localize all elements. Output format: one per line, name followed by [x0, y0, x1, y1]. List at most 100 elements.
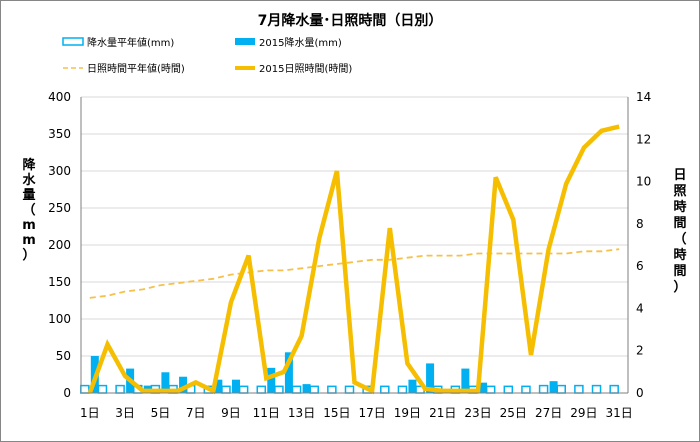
legend-swatch-precip-2015: [235, 38, 255, 45]
left-tick-label: 150: [48, 275, 71, 289]
bar-precip-2015: [549, 381, 558, 393]
right-axis-title-char: 間: [673, 216, 686, 231]
legend-label-sun-normal: 日照時間平年値(時間): [87, 62, 185, 75]
bar-precip-normal: [221, 385, 231, 394]
x-axis-ticks: 1日 3日 5日 7日 9日 11日 13日 15日 17日 19日 21日 23日 25日 27日 29日…: [80, 406, 633, 420]
left-tick-label: 200: [48, 238, 71, 252]
bar-precip-normal: [380, 385, 390, 394]
bar-precip-normal: [591, 384, 602, 394]
x-tick-label: 11日: [253, 406, 280, 420]
right-tick-label: 10: [636, 175, 651, 189]
bar-precip-normal: [115, 384, 125, 394]
left-tick-label: 50: [56, 349, 71, 363]
axes: [80, 97, 629, 394]
right-axis-title: 日照時間（時間）: [673, 168, 686, 295]
bar-precip-normal: [80, 384, 90, 394]
x-tick-label: 5日: [151, 406, 171, 420]
bar-precip-2015: [267, 367, 276, 393]
bar-precip-2015: [161, 372, 170, 393]
right-axis-title-char: 間: [673, 264, 686, 279]
line-sunshine-2015: [87, 124, 620, 395]
left-tick-label: 100: [48, 312, 71, 326]
bar-precip-normal: [327, 385, 337, 394]
bar-precip-2015: [214, 379, 223, 393]
right-tick-label: 2: [636, 344, 644, 358]
x-tick-label: 1日: [80, 406, 100, 420]
left-axis-title-char: 量: [22, 188, 35, 203]
bar-precip-2015: [231, 379, 240, 393]
x-tick-label: 19日: [394, 406, 421, 420]
right-tick-label: 12: [636, 132, 651, 146]
right-tick-label: 14: [636, 90, 651, 104]
bar-precip-normal: [521, 385, 531, 394]
right-axis-title-char: ）: [673, 279, 686, 295]
right-axis-title-char: 時: [673, 199, 686, 215]
bar-precip-normal: [574, 384, 584, 394]
legend: 降水量平年値(mm) 2015降水量(mm) 日照時間平年値(時間) 2015日…: [62, 36, 352, 75]
x-tick-label: 13日: [288, 406, 315, 420]
bar-precip-normal: [97, 384, 108, 394]
gridlines: [81, 96, 628, 357]
bar-precip-normal: [344, 385, 355, 394]
left-axis-title-char: 水: [22, 172, 36, 188]
right-axis-title-char: 照: [673, 184, 686, 199]
legend-label-precip-normal: 降水量平年値(mm): [87, 36, 174, 49]
line-sunshine-normal: [89, 248, 620, 299]
x-tick-label: 9日: [221, 406, 241, 420]
left-axis-title-char: 降: [22, 157, 36, 173]
x-tick-label: 17日: [359, 406, 386, 420]
bar-precip-normal: [538, 384, 549, 394]
left-tick-label: 250: [48, 201, 71, 215]
bar-precip-normal: [397, 385, 408, 394]
right-axis-title-char: （: [673, 231, 686, 247]
sunshine-lines: [87, 124, 620, 395]
bar-precip-normal: [309, 385, 319, 394]
left-axis-title-char: （: [22, 202, 35, 218]
x-tick-label: 21日: [429, 406, 456, 420]
bar-precip-normal: [503, 385, 514, 394]
bar-precip-normal: [238, 385, 249, 394]
left-axis-ticks: 0 50 100 150 200 250 300 350 400: [48, 90, 71, 400]
left-axis-title-char: m: [22, 233, 36, 248]
x-tick-label: 27日: [535, 406, 562, 420]
x-tick-label: 31日: [606, 406, 633, 420]
bar-precip-2015: [284, 352, 293, 393]
right-axis-title-char: 日: [673, 168, 686, 183]
bar-precip-normal: [609, 384, 619, 394]
right-tick-label: 6: [636, 259, 644, 273]
chart-title: 7月降水量･日照時間（日別）: [258, 12, 443, 29]
x-tick-label: 25日: [500, 406, 527, 420]
bar-precip-2015: [426, 363, 435, 393]
x-tick-label: 23日: [464, 406, 491, 420]
bar-precip-normal: [256, 385, 267, 394]
bar-precip-2015: [302, 384, 311, 393]
legend-swatch-precip-normal: [62, 37, 84, 46]
legend-label-precip-2015: 2015降水量(mm): [259, 36, 342, 49]
right-axis-title-char: 時: [673, 247, 686, 263]
bar-precip-2015: [479, 382, 488, 393]
left-tick-label: 350: [48, 127, 71, 141]
bar-precip-normal: [485, 385, 496, 394]
x-tick-label: 15日: [323, 406, 350, 420]
bar-precip-normal: [274, 385, 284, 394]
right-axis-ticks: 0 2 4 6 8 10 12 14: [636, 90, 651, 400]
x-tick-label: 7日: [186, 406, 206, 420]
bar-precip-normal: [291, 385, 302, 394]
bar-precip-2015: [408, 379, 417, 393]
left-tick-label: 400: [48, 90, 71, 104]
bar-precip-normal: [556, 384, 566, 394]
bar-precip-2015: [461, 368, 470, 393]
right-tick-label: 8: [636, 217, 644, 231]
right-tick-label: 4: [636, 301, 644, 315]
left-axis-title-char: ）: [22, 247, 35, 263]
left-tick-label: 300: [48, 164, 71, 178]
bar-precip-2015: [179, 376, 188, 393]
x-tick-label: 29日: [570, 406, 597, 420]
right-tick-label: 0: [636, 386, 644, 400]
left-tick-label: 0: [63, 386, 71, 400]
left-axis-title-char: m: [22, 218, 36, 233]
left-axis-title: 降水量（mm）: [22, 157, 36, 263]
legend-label-sun-2015: 2015日照時間(時間): [259, 63, 352, 75]
